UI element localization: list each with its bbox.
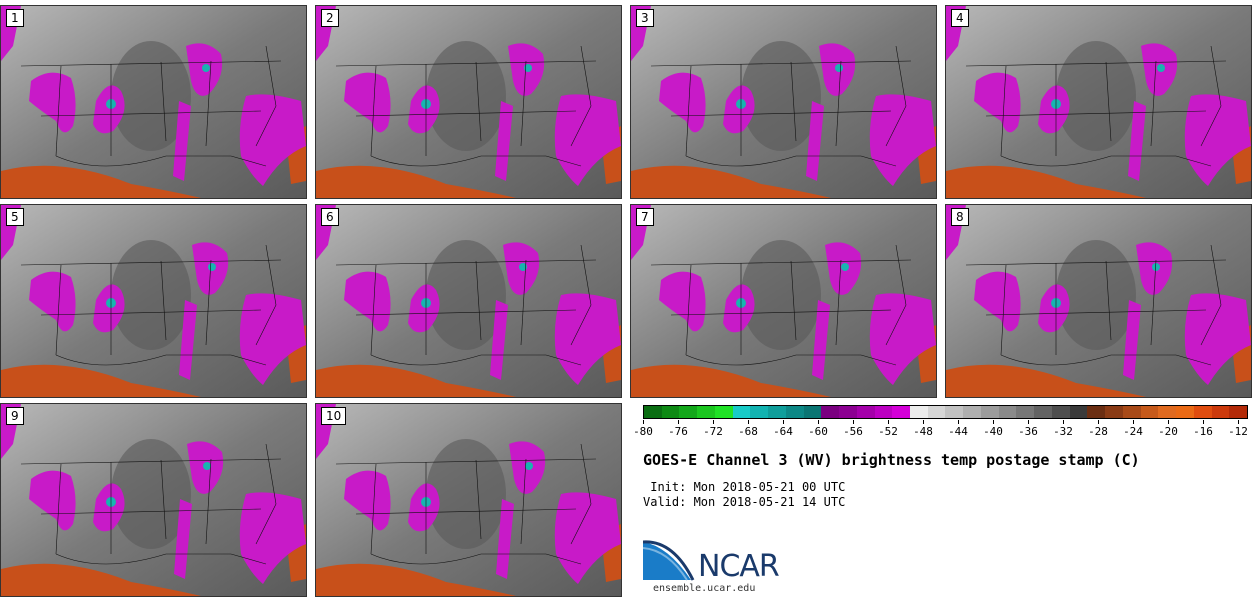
colorbar-swatch <box>1193 406 1212 418</box>
panel-number-label: 6 <box>321 208 339 226</box>
map-panel: 8 <box>945 204 1252 398</box>
colorbar-swatch <box>1034 406 1052 418</box>
panel-number-label: 2 <box>321 9 339 27</box>
map-panel: 10 <box>315 403 622 597</box>
panel-number-label: 5 <box>6 208 24 226</box>
colorbar-tick-label: -52 <box>878 425 898 438</box>
colorbar-swatch <box>1087 406 1106 418</box>
colorbar-swatch <box>697 406 715 418</box>
panel-number-label: 7 <box>636 208 654 226</box>
colorbar-tick-label: -20 <box>1158 425 1178 438</box>
colorbar-tick-mark <box>1133 420 1134 424</box>
colorbar-swatch <box>980 406 999 418</box>
colorbar-tick-label: -64 <box>773 425 793 438</box>
figure-title: GOES-E Channel 3 (WV) brightness temp po… <box>643 451 1140 469</box>
site-url: ensemble.ucar.edu <box>653 583 756 594</box>
colorbar-tick-label: -28 <box>1088 425 1108 438</box>
colorbar-tick-label: -24 <box>1123 425 1143 438</box>
colorbar-swatch <box>856 406 875 418</box>
map-panel: 1 <box>0 5 307 199</box>
colorbar-tick-mark <box>713 420 714 424</box>
colorbar-swatch <box>1158 406 1177 418</box>
colorbar-swatch <box>1069 406 1088 418</box>
colorbar-tick-label: -72 <box>703 425 723 438</box>
colorbar-swatch <box>1016 406 1035 418</box>
init-time: Init: Mon 2018-05-21 00 UTC <box>643 480 846 494</box>
ncar-logo-icon <box>643 540 695 581</box>
valid-time: Valid: Mon 2018-05-21 14 UTC <box>643 495 846 509</box>
colorbar-tick-label: -48 <box>913 425 933 438</box>
colorbar-swatch <box>785 406 804 418</box>
panel-number-label: 3 <box>636 9 654 27</box>
colorbar-tick-label: -16 <box>1193 425 1213 438</box>
colorbar-tick-label: -60 <box>808 425 828 438</box>
panel-number-label: 4 <box>951 9 969 27</box>
colorbar-swatch <box>892 406 911 418</box>
map-panel: 7 <box>630 204 937 398</box>
colorbar-swatch <box>1122 406 1141 418</box>
colorbar-swatch <box>750 406 769 418</box>
panel-number-label: 1 <box>6 9 24 27</box>
panel-number-label: 10 <box>321 407 347 425</box>
colorbar-swatch <box>644 406 662 418</box>
colorbar-tick-mark <box>958 420 959 424</box>
colorbar-tick-label: -76 <box>668 425 688 438</box>
ncar-logo-text: NCAR <box>698 549 780 584</box>
colorbar-swatch <box>963 406 981 418</box>
colorbar-tick-label: -80 <box>633 425 653 438</box>
map-panel: 3 <box>630 5 937 199</box>
colorbar-swatch <box>803 406 822 418</box>
colorbar-ticks: -80 -76 -72 -68 -64 -60 -56 -52 -48 -44 -40 -36 -32 -… <box>633 420 1248 442</box>
colorbar-swatch <box>874 406 893 418</box>
colorbar-swatch <box>1105 406 1123 418</box>
colorbar-swatch <box>927 406 946 418</box>
colorbar-swatch <box>732 406 751 418</box>
panel-number-label: 8 <box>951 208 969 226</box>
colorbar-tick-mark <box>1168 420 1169 424</box>
colorbar-tick-mark <box>1098 420 1099 424</box>
colorbar-tick-label: -68 <box>738 425 758 438</box>
map-panel: 9 <box>0 403 307 597</box>
colorbar-swatch <box>998 406 1017 418</box>
colorbar-swatch <box>1140 406 1159 418</box>
colorbar-tick-mark <box>1238 420 1239 424</box>
panel-number-label: 9 <box>6 407 24 425</box>
colorbar-swatch <box>1176 406 1194 418</box>
colorbar-tick-mark <box>1063 420 1064 424</box>
colorbar-tick-label: -32 <box>1053 425 1073 438</box>
map-panel: 4 <box>945 5 1252 199</box>
colorbar-tick-label: -36 <box>1018 425 1038 438</box>
colorbar-swatch <box>661 406 680 418</box>
map-panel: 5 <box>0 204 307 398</box>
colorbar-tick-mark <box>853 420 854 424</box>
colorbar-tick-label: -40 <box>983 425 1003 438</box>
colorbar-swatch <box>910 406 928 418</box>
colorbar-swatch <box>768 406 786 418</box>
colorbar-swatch <box>1211 406 1230 418</box>
colorbar-swatch <box>821 406 840 418</box>
colorbar-tick-mark <box>1028 420 1029 424</box>
colorbar-tick-mark <box>783 420 784 424</box>
colorbar-tick-mark <box>1203 420 1204 424</box>
colorbar-tick-mark <box>748 420 749 424</box>
colorbar-tick-label: -44 <box>948 425 968 438</box>
colorbar-tick-mark <box>993 420 994 424</box>
colorbar-swatch <box>1051 406 1070 418</box>
colorbar-tick-mark <box>818 420 819 424</box>
colorbar-tick-label: -56 <box>843 425 863 438</box>
map-panel: 6 <box>315 204 622 398</box>
colorbar-swatch <box>1229 406 1247 418</box>
colorbar-tick-mark <box>923 420 924 424</box>
colorbar-tick-mark <box>888 420 889 424</box>
colorbar <box>643 405 1248 419</box>
colorbar-swatch <box>839 406 857 418</box>
colorbar-tick-mark <box>678 420 679 424</box>
colorbar-swatch <box>945 406 964 418</box>
colorbar-tick-mark <box>643 420 644 424</box>
colorbar-swatch <box>679 406 698 418</box>
colorbar-tick-label: -12 <box>1228 425 1248 438</box>
colorbar-swatch <box>714 406 733 418</box>
map-panel: 2 <box>315 5 622 199</box>
